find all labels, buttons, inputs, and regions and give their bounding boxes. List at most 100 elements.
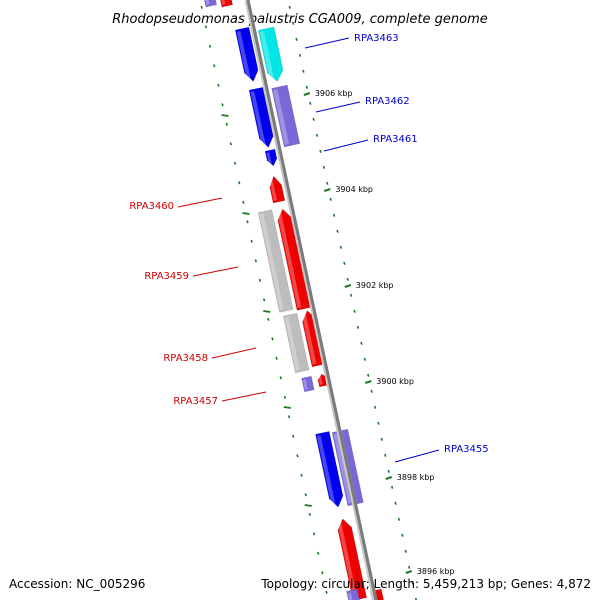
kbp-tick-label: 3900 kbp (376, 377, 414, 386)
inner-dot (321, 571, 324, 575)
gene-leader-line (304, 37, 350, 49)
inner-dot (250, 239, 253, 243)
gene-arrow (219, 0, 233, 8)
gene-label-group: RPA3457 (173, 391, 267, 407)
inner-dot (262, 298, 266, 302)
gene-arrow (257, 26, 284, 82)
gene-arrow (337, 518, 368, 600)
inner-dot (304, 493, 307, 497)
outer-dot (407, 565, 411, 569)
gene-highlight (236, 30, 251, 81)
outer-dot (404, 549, 407, 553)
gene-body (315, 431, 344, 508)
inner-dot (317, 551, 320, 555)
outer-dot (384, 453, 387, 457)
gene-highlight (269, 178, 277, 201)
gene-body (257, 26, 284, 82)
outer-dot (298, 53, 302, 57)
gene-labels: RPA3463 RPA3462 RPA3461 RPA3460 RPA3459 RPA34… (129, 33, 489, 463)
outer-dot (377, 421, 380, 425)
accession-text: Accession: NC_005296 (9, 577, 146, 591)
gene-highlight (347, 592, 354, 600)
outer-dot (312, 117, 315, 121)
inner-dot (308, 512, 312, 516)
gene-arrow (234, 26, 259, 82)
outer-dot (349, 293, 353, 297)
gene-arrow (277, 208, 312, 311)
gene-arrow (264, 148, 278, 167)
inner-major-mark (263, 310, 271, 313)
outer-tick-dots (288, 5, 418, 600)
gene-body (346, 588, 361, 600)
gene-label: RPA3455 (444, 444, 489, 455)
gene-body (271, 84, 301, 148)
gene-leader-line (323, 139, 369, 152)
inner-dot (283, 395, 287, 399)
kbp-tick-label: 3896 kbp (417, 567, 455, 576)
gene-highlight (266, 152, 272, 165)
gene-label-group: RPA3463 (304, 33, 399, 49)
kbp-tick-mark (324, 188, 331, 192)
inner-dot (254, 259, 258, 263)
gene-leader-line (221, 391, 267, 402)
gene-body (264, 148, 278, 167)
gene-highlight (259, 31, 275, 81)
gene-features (203, 0, 385, 600)
gene-highlight (316, 435, 336, 507)
gene-label: RPA3458 (163, 353, 208, 364)
gene-label-group: RPA3455 (394, 444, 489, 463)
genome-summary-text: Topology: circular; Length: 5,459,213 bp… (261, 577, 591, 591)
gene-highlight (284, 317, 300, 371)
outer-dot (367, 373, 370, 377)
gene-leader-line (177, 197, 223, 208)
outer-dot (329, 197, 332, 201)
outer-dot (309, 101, 312, 105)
gene-body (203, 0, 217, 8)
inner-dot (275, 356, 278, 360)
gene-label-group: RPA3462 (315, 96, 410, 113)
inner-dot (325, 590, 328, 594)
gene-label-group: RPA3459 (144, 266, 239, 282)
gene-arrow (346, 588, 361, 600)
outer-dot (319, 149, 322, 153)
kbp-tick: 3906 kbp (303, 89, 353, 98)
gene-label-group: RPA3458 (163, 347, 257, 364)
outer-dot (363, 357, 367, 361)
gene-label-group: RPA3461 (323, 134, 418, 152)
outer-dot (295, 37, 298, 41)
inner-dot (246, 220, 249, 224)
gene-leader-line (394, 449, 440, 463)
inner-dot (237, 181, 241, 185)
gene-body (219, 0, 233, 8)
inner-dot (287, 415, 291, 419)
gene-highlight (318, 376, 323, 385)
outer-dot (315, 133, 319, 137)
genome-backbone (244, 0, 378, 600)
gene-arrow (257, 209, 294, 313)
kbp-tick-mark (385, 476, 393, 480)
inner-dot (267, 317, 270, 321)
gene-highlight (333, 433, 353, 504)
inner-dot (271, 337, 274, 341)
backbone-line (246, 0, 378, 600)
gene-highlight (277, 211, 302, 309)
gene-arrow (269, 175, 286, 204)
gene-highlight (204, 0, 210, 5)
gene-highlight (259, 213, 284, 311)
outer-dot (332, 213, 336, 217)
outer-dot (394, 501, 397, 505)
gene-body (301, 375, 315, 393)
inner-major-mark (304, 504, 312, 507)
kbp-tick: 3900 kbp (364, 377, 414, 386)
inner-dot (221, 103, 224, 107)
outer-dot (302, 69, 305, 73)
kbp-tick: 3902 kbp (344, 281, 394, 290)
gene-label: RPA3459 (144, 271, 189, 282)
inner-dot (208, 44, 212, 48)
gene-leader-line (315, 101, 361, 113)
outer-dot (414, 597, 418, 600)
gene-body (257, 209, 294, 313)
outer-dot (360, 341, 363, 345)
